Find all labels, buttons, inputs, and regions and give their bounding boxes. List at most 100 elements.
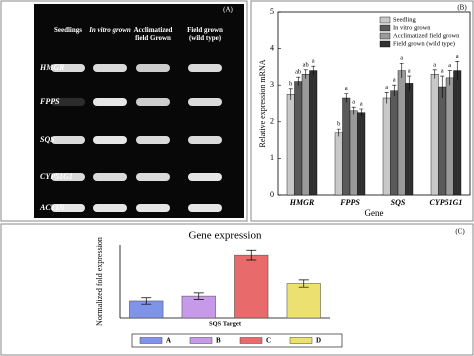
bar bbox=[286, 283, 321, 319]
y-tick-label: 4 bbox=[270, 43, 274, 52]
y-tick-label: 0 bbox=[270, 190, 274, 199]
y-axis-label: Relative expression mRNA bbox=[258, 59, 267, 147]
x-tick-label: FPPS bbox=[339, 198, 360, 207]
legend-swatch bbox=[379, 32, 391, 40]
bar bbox=[286, 94, 295, 196]
error-bar bbox=[407, 75, 412, 91]
bar bbox=[309, 70, 318, 196]
error-bar bbox=[296, 76, 301, 86]
error-bar bbox=[298, 279, 309, 288]
legend-swatch bbox=[379, 40, 391, 48]
legend-swatch bbox=[379, 16, 391, 24]
column-header: Acclimatized field Grown bbox=[133, 26, 173, 42]
bar bbox=[453, 70, 462, 196]
y-tick-label: 3 bbox=[270, 80, 274, 89]
significance-letter: a bbox=[408, 68, 411, 75]
error-bar bbox=[359, 108, 364, 117]
gel-band bbox=[136, 64, 170, 72]
gel-band bbox=[93, 204, 127, 212]
gel-band bbox=[51, 173, 85, 181]
bar bbox=[234, 254, 269, 319]
bar bbox=[342, 97, 351, 196]
significance-letter: a bbox=[393, 77, 396, 84]
legend-swatch bbox=[189, 337, 213, 344]
gel-band bbox=[188, 98, 222, 106]
significance-letter: a bbox=[312, 58, 315, 65]
bar bbox=[397, 70, 406, 196]
significance-letter: ab bbox=[295, 69, 301, 76]
column-header: Field grown (wild type) bbox=[187, 26, 223, 42]
legend-swatch bbox=[239, 337, 263, 344]
error-bar bbox=[432, 69, 437, 79]
bar bbox=[390, 90, 399, 196]
significance-letter: a bbox=[385, 84, 388, 91]
y-tick-label: 5 bbox=[270, 7, 274, 16]
bar bbox=[405, 83, 414, 196]
x-tick-label: SQS bbox=[391, 198, 406, 207]
gel bbox=[34, 4, 244, 218]
row-label: FPPS bbox=[39, 97, 60, 106]
gel-band bbox=[136, 204, 170, 212]
legend-label: B bbox=[216, 337, 221, 345]
x-axis-label: SQS Target bbox=[209, 320, 242, 327]
bar bbox=[294, 81, 303, 196]
legend-label: D bbox=[316, 337, 321, 345]
gel-band bbox=[51, 204, 85, 212]
legend-label: In vitro grown bbox=[393, 24, 431, 31]
significance-letter: a bbox=[352, 99, 355, 106]
bar bbox=[357, 112, 366, 196]
gel-band bbox=[188, 204, 222, 212]
error-bar bbox=[384, 92, 389, 104]
legend-label: Seedling bbox=[393, 16, 416, 23]
legend-swatch bbox=[139, 337, 163, 344]
legend-label: Acclimatized field grown bbox=[393, 32, 460, 39]
error-bar bbox=[288, 88, 293, 100]
error-bar bbox=[455, 61, 460, 80]
gel-band bbox=[93, 64, 127, 72]
error-bar bbox=[246, 249, 257, 261]
row-label: SQS bbox=[40, 135, 55, 144]
column-header: In vitro grown bbox=[89, 26, 131, 34]
bar bbox=[349, 110, 358, 196]
chart-title: Gene expression bbox=[188, 230, 262, 242]
bar bbox=[334, 132, 343, 196]
significance-letter: a bbox=[400, 55, 403, 62]
gel-band bbox=[93, 173, 127, 181]
gel-band bbox=[51, 136, 85, 144]
error-bar bbox=[392, 84, 397, 97]
significance-letter: a bbox=[448, 62, 451, 69]
gel-band bbox=[136, 173, 170, 181]
gel-band bbox=[51, 64, 85, 72]
error-bar bbox=[303, 69, 308, 79]
significance-letter: a bbox=[360, 100, 363, 107]
significance-letter: b bbox=[289, 80, 292, 87]
panel-label: (B) bbox=[457, 4, 467, 12]
y-axis-label: Normalized fold expression bbox=[95, 237, 104, 326]
y-tick-label: 1 bbox=[270, 153, 274, 162]
column-header: Seedlings bbox=[53, 26, 82, 34]
gel-band bbox=[93, 98, 127, 106]
error-bar bbox=[447, 70, 452, 86]
panel-label: (A) bbox=[223, 6, 233, 14]
bar bbox=[382, 97, 391, 196]
bar bbox=[445, 77, 454, 196]
significance-letter: a bbox=[433, 61, 436, 68]
significance-letter: a bbox=[441, 68, 444, 75]
error-bar bbox=[141, 297, 152, 305]
significance-letter: a bbox=[456, 53, 459, 60]
bar bbox=[438, 86, 447, 196]
legend-swatch bbox=[379, 24, 391, 32]
gel-band bbox=[188, 136, 222, 144]
error-bar bbox=[351, 106, 356, 115]
error-bar bbox=[399, 62, 404, 78]
legend-box bbox=[131, 333, 343, 348]
legend-label: Field grown (wild type) bbox=[393, 40, 455, 47]
significance-letter: b bbox=[337, 121, 340, 128]
bar bbox=[301, 74, 310, 196]
plot-frame bbox=[277, 11, 471, 196]
legend-swatch bbox=[289, 337, 313, 344]
gel-band bbox=[93, 136, 127, 144]
error-bar bbox=[440, 75, 445, 99]
